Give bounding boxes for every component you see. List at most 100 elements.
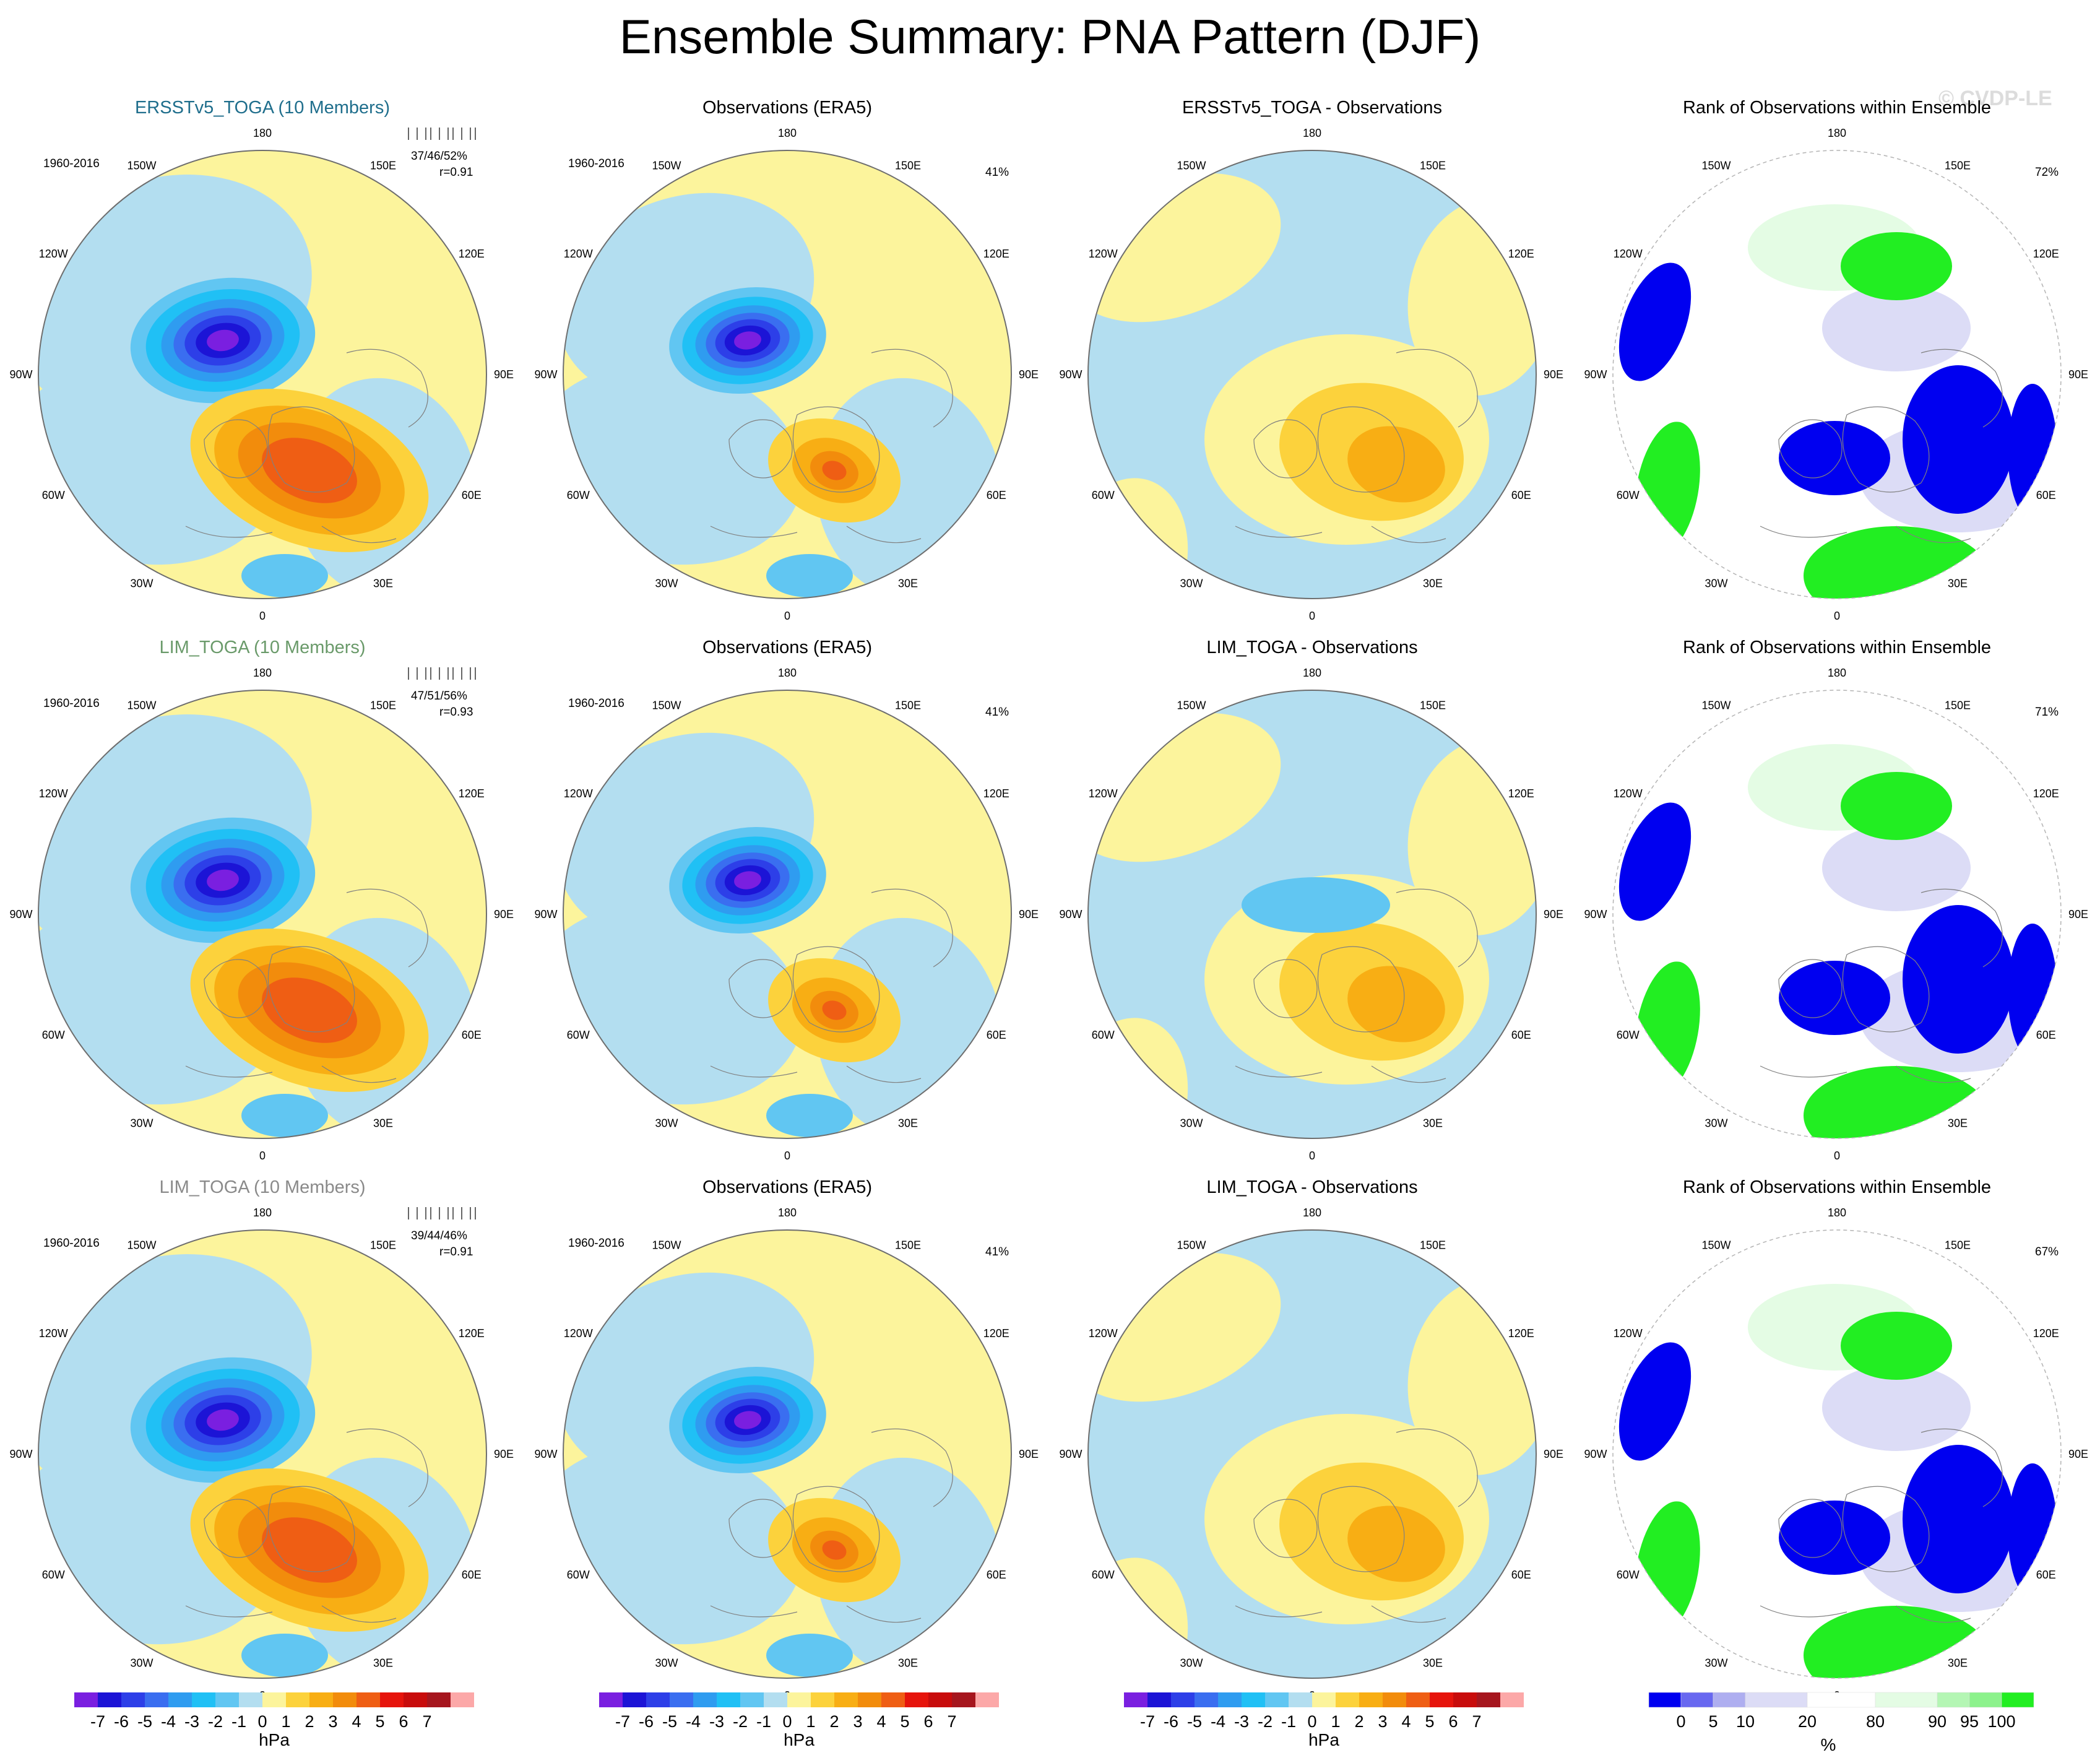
aleutian-low-contour-6 [734,1411,761,1429]
lon-label: 120E [459,248,485,260]
lon-label: 90E [1544,368,1563,381]
lon-label: 150E [1420,159,1446,171]
lon-label: 60W [1617,1029,1640,1041]
rank-region-blue-1 [1903,1445,2014,1593]
lon-label: 150E [370,1239,396,1251]
colorbar-tick: 2 [829,1712,839,1731]
map-field [563,1230,1011,1678]
colorbar-tick: -4 [1211,1712,1225,1731]
colorbar-swatch [764,1692,787,1707]
colorbar-swatch [717,1692,740,1707]
lon-label: 150E [370,699,396,711]
colorbar-swatch [599,1692,623,1707]
map-diff-row1: 180 150E 120E 90E 60E 30E 0 30W 60W 90W 120W 150W [1059,127,1563,622]
lon-label: 0 [1834,610,1840,622]
lon-label: 60W [567,1569,590,1581]
period-label: 1960-2016 [568,1237,624,1250]
aleutian-low-contour-6 [207,869,239,891]
rank-region-lavender-1 [1822,825,1971,911]
colorbar-swatch [2001,1692,2034,1708]
rank-region-green-3 [1804,526,1989,599]
rank-region-lavender-1 [1822,285,1971,371]
lon-label: 60E [2036,1029,2056,1041]
colorbar-swatch [740,1692,764,1707]
lon-label: 90W [1584,908,1607,920]
variance-percent: 47/51/56% [411,690,467,703]
lon-label: 150W [652,699,681,711]
colorbar-tick: -6 [1164,1712,1178,1731]
lon-label: 90E [1019,908,1039,920]
colorbar-swatch [1195,1692,1218,1707]
lon-label: 60E [987,1029,1006,1041]
aleutian-low-contour-6 [734,331,761,350]
lon-label: 150E [895,1239,921,1251]
colorbar-swatch [1265,1692,1289,1707]
colorbar-swatch [262,1692,286,1707]
colorbar-tick: 80 [1866,1712,1885,1731]
map-border-circle [1087,150,1537,599]
colorbar-tick: 4 [1401,1712,1411,1731]
rank-region-blue-3 [1618,802,1692,921]
map-border-circle [563,150,1012,599]
colorbar-tick: 6 [1448,1712,1458,1731]
lon-label: 150W [1701,699,1731,711]
lon-label: 60E [1511,1029,1531,1041]
lon-label: 90E [1019,368,1039,381]
colorbar-tick: -5 [662,1712,677,1731]
lon-label: 60E [987,489,1006,501]
colorbar-tick: -3 [1234,1712,1249,1731]
period-label: 1960-2016 [43,697,100,710]
colorbar-swatch [1969,1692,2002,1708]
lon-label: 90W [534,908,557,920]
colorbar-swatch [215,1692,239,1707]
lon-label: 150W [1177,699,1206,711]
lon-label: 180 [778,667,797,679]
colorbar-tick: -7 [1140,1712,1155,1731]
lon-label: 150E [1945,699,1971,711]
coastline-outline [185,888,428,1083]
lon-label: 90W [1584,1448,1607,1460]
panel-rank-row1: 180 150E 120E 90E 60E 30E 0 30W 60W 90W 120W 150W 72… [1575,93,2099,630]
canada-high-contour-3 [262,1517,357,1583]
colorbar-tick: 3 [853,1712,862,1731]
lon-label: 90E [1544,908,1563,920]
lon-label: 150E [895,699,921,711]
colorbar-swatch [975,1692,999,1707]
lon-label: 120W [39,1327,68,1340]
lon-label: 120E [459,787,485,800]
map-field [38,1230,486,1678]
map-rank-row1: 180 150E 120E 90E 60E 30E 0 30W 60W 90W 120W 150W 72… [1584,127,2088,622]
lon-label: 150W [1701,159,1731,171]
map-field [563,690,1011,1138]
colorbar-swatch [427,1692,451,1707]
colorbar-swatch [834,1692,858,1707]
coastline-outline [710,888,953,1083]
colorbar-swatch [928,1692,952,1707]
lon-label: 60E [462,1029,482,1041]
lon-label: 60W [567,1029,590,1041]
colorbar-tick: -1 [231,1712,246,1731]
lon-label: 150E [1945,1239,1971,1251]
lon-label: 120E [1508,787,1534,800]
lon-label: 150W [652,159,681,171]
lon-label: 150W [652,1239,681,1251]
coastline-outline [1235,1428,1478,1623]
lon-label: 30E [373,578,393,590]
lon-label: 30W [1705,1117,1727,1130]
colorbar-swatch [1359,1692,1383,1707]
colorbar-swatch [333,1692,356,1707]
colorbar-swatch [1745,1692,1808,1708]
lon-label: 60W [42,489,65,501]
map-field [563,150,1011,599]
colorbar-tick: 4 [352,1712,361,1731]
panel-title: Observations (ERA5) [702,98,872,118]
lon-label: 150W [127,699,156,711]
colorbar-swatch [309,1692,333,1707]
map-border-circle [1087,690,1537,1139]
colorbar-swatch [1648,1692,1682,1708]
lon-label: 60E [2036,1569,2056,1581]
figure-title: Ensemble Summary: PNA Pattern (DJF) [619,9,1481,64]
colorbar-tick: 90 [1928,1712,1947,1731]
colorbar-tick: 5 [900,1712,909,1731]
lon-label: 60W [1617,1569,1640,1581]
